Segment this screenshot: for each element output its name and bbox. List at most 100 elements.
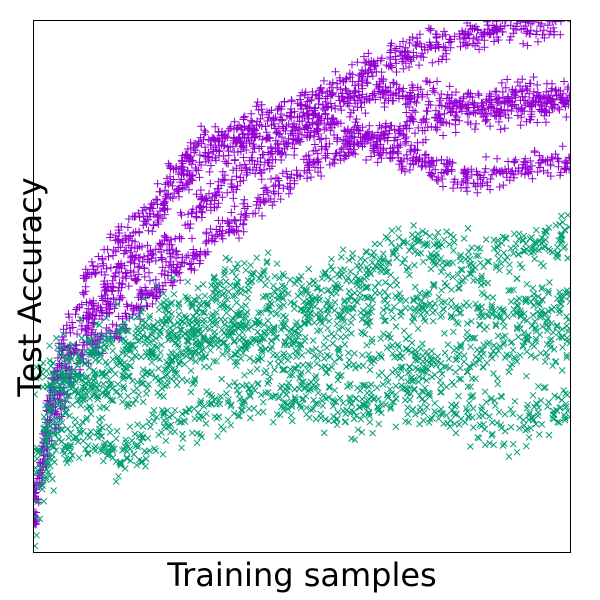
data-point (392, 59, 401, 68)
data-point (370, 148, 379, 156)
data-point (341, 84, 350, 93)
data-point (388, 227, 396, 234)
data-point (268, 201, 277, 210)
data-point (385, 126, 394, 135)
data-point (507, 423, 515, 431)
data-point (428, 347, 436, 355)
data-point (135, 228, 144, 237)
data-point (66, 328, 75, 337)
data-point (381, 122, 390, 131)
data-point (215, 147, 224, 155)
data-point (561, 164, 570, 173)
data-point (431, 300, 439, 307)
data-point (402, 108, 411, 117)
data-point (415, 30, 424, 39)
data-point (434, 43, 443, 52)
data-point (315, 135, 324, 144)
data-point (264, 275, 271, 283)
data-point (211, 153, 220, 162)
data-point (253, 98, 262, 107)
data-point (505, 453, 513, 460)
data-point (175, 311, 183, 318)
data-point (418, 49, 427, 58)
data-point (335, 73, 344, 82)
data-point (388, 239, 395, 247)
data-point (350, 92, 359, 101)
data-point (403, 53, 412, 61)
data-point (253, 157, 262, 166)
data-point (510, 157, 518, 166)
data-point (305, 265, 313, 273)
data-point (500, 440, 508, 447)
data-point (233, 148, 242, 156)
data-point (104, 252, 113, 261)
data-point (373, 384, 381, 391)
data-point (509, 440, 517, 448)
data-point (334, 409, 342, 416)
data-point (271, 155, 280, 164)
data-point (303, 102, 312, 111)
data-point (482, 236, 490, 243)
data-point (280, 350, 288, 357)
data-point (417, 345, 425, 353)
data-point (341, 341, 349, 348)
data-point (372, 67, 381, 76)
data-point (184, 154, 193, 163)
data-point (393, 254, 401, 262)
data-point (124, 282, 133, 291)
data-point (240, 160, 249, 169)
data-point (523, 372, 530, 380)
data-point (360, 52, 368, 61)
data-point (523, 41, 532, 50)
data-point (375, 420, 383, 428)
data-point (336, 102, 345, 111)
data-point (559, 218, 567, 226)
data-point (114, 380, 122, 388)
data-point (298, 117, 307, 126)
data-point (146, 276, 154, 285)
data-point (558, 142, 567, 151)
data-point (245, 317, 252, 325)
data-point (446, 43, 455, 52)
data-point (527, 110, 536, 119)
data-point (340, 126, 349, 135)
data-point (505, 368, 513, 376)
data-point (519, 342, 527, 350)
data-point (121, 465, 129, 472)
data-point (523, 280, 531, 288)
data-point (193, 439, 201, 447)
data-point (534, 382, 542, 390)
data-point (384, 129, 393, 138)
data-point (461, 41, 470, 50)
data-point (414, 325, 422, 333)
data-point (134, 263, 143, 272)
data-point (144, 226, 153, 235)
data-point (400, 327, 408, 335)
data-point (182, 153, 191, 162)
data-point (544, 403, 551, 410)
data-point (211, 143, 220, 152)
data-point (401, 139, 410, 147)
data-point (233, 123, 242, 132)
data-point (552, 85, 560, 94)
data-point (244, 124, 253, 132)
data-point (392, 395, 400, 403)
data-point (213, 203, 221, 212)
data-point (260, 165, 268, 174)
data-point (422, 229, 430, 237)
data-point (224, 126, 233, 135)
data-point (116, 291, 125, 300)
data-point (162, 437, 170, 445)
data-point (237, 166, 246, 175)
data-point (475, 412, 483, 420)
data-point (227, 175, 236, 184)
data-point (392, 276, 400, 284)
data-point (406, 97, 415, 106)
data-point (241, 163, 250, 172)
data-point (447, 231, 455, 239)
data-point (510, 100, 519, 109)
data-point (331, 149, 340, 158)
data-point (362, 95, 371, 104)
data-point (534, 37, 542, 46)
data-point (111, 247, 120, 256)
